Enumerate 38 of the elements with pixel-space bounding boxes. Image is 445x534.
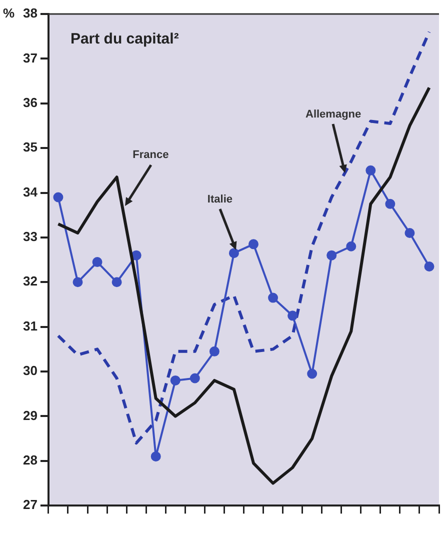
y-tick-label: 36 [22,94,38,110]
text: France [132,149,169,162]
point [72,277,83,288]
y-tick-label: 34 [22,184,38,200]
text: Italie [207,194,233,206]
point [228,248,239,258]
point [366,165,376,176]
point [190,373,200,384]
point [53,192,64,202]
point [404,228,415,238]
point [170,375,180,386]
point [346,241,356,252]
y-tick-label: 38 [22,6,38,21]
y-tick-label: 27 [22,497,38,512]
text: Part du capital² [70,30,179,48]
line-series [56,30,431,445]
point [150,451,161,462]
point [131,250,142,260]
point [209,346,220,356]
series-label: Allemagne [305,108,362,120]
point [307,368,318,379]
y-axis-title: % [3,6,15,21]
y-tick-label: 29 [22,408,38,423]
point [385,198,396,209]
y-tick-label: 32 [22,274,38,289]
y-tick-label: 28 [22,452,38,468]
y-tick-label: 37 [22,50,38,66]
y-tick-label: 33 [22,229,38,244]
point [424,262,434,272]
y-tick-label: 31 [22,318,38,334]
point [268,292,278,303]
y-tick-label: 30 [22,363,38,378]
y-tick-label: 35 [22,140,38,155]
point [112,277,122,288]
point [288,310,298,321]
point [248,239,258,250]
point [92,257,102,268]
point [326,250,337,260]
